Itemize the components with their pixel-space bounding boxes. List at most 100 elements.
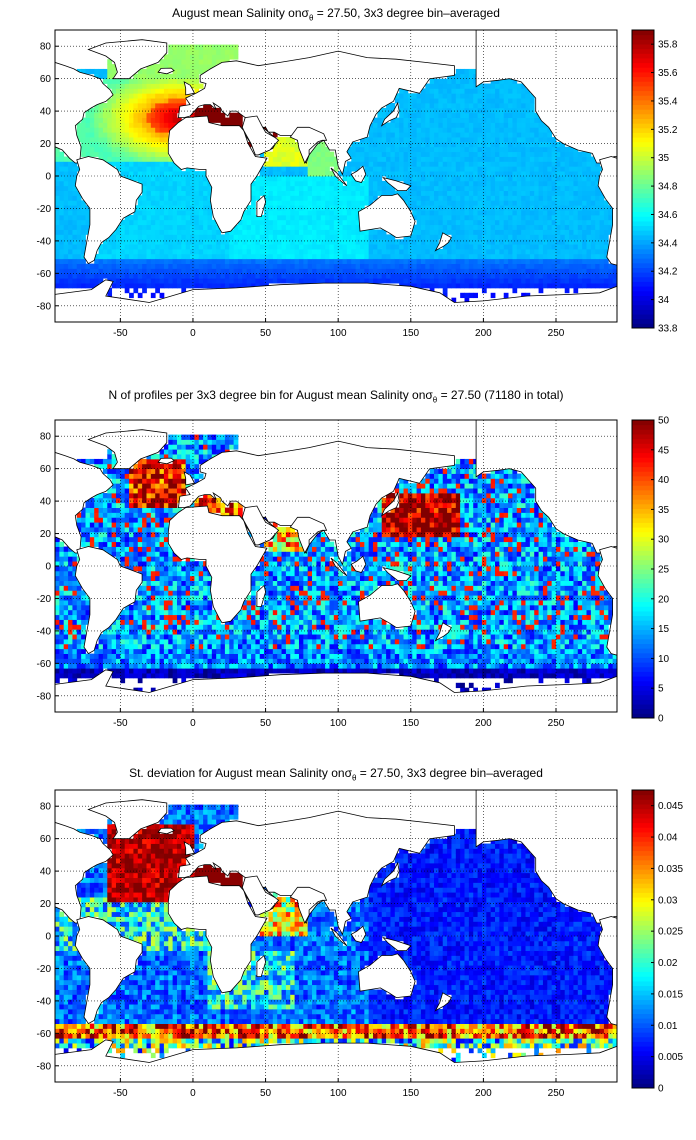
- heatmap-cell: [325, 268, 330, 274]
- heatmap-cell: [521, 278, 526, 284]
- heatmap-cell: [68, 249, 73, 255]
- heatmap-cell: [137, 219, 143, 226]
- heatmap-cell: [603, 244, 609, 250]
- heatmap-cell: [72, 595, 78, 601]
- heatmap-cell: [185, 234, 191, 240]
- heatmap-cell: [451, 122, 457, 128]
- heatmap-cell: [490, 185, 496, 191]
- heatmap-cell: [399, 141, 404, 148]
- heatmap-cell: [59, 195, 65, 201]
- heatmap-cell: [560, 166, 566, 172]
- heatmap-cell: [220, 244, 226, 250]
- heatmap-cell: [81, 137, 86, 143]
- heatmap-cell: [420, 253, 426, 260]
- heatmap-cell: [246, 283, 252, 289]
- heatmap-cell: [460, 273, 465, 279]
- heatmap-cell: [381, 185, 387, 191]
- heatmap-cell: [438, 268, 444, 274]
- heatmap-cell: [521, 224, 526, 230]
- heatmap-cell: [59, 668, 65, 674]
- heatmap-cell: [373, 117, 378, 123]
- heatmap-cell: [564, 185, 570, 191]
- heatmap-cell: [159, 117, 165, 123]
- heatmap-cell: [582, 219, 587, 226]
- heatmap-cell: [521, 219, 526, 226]
- heatmap-cell: [464, 258, 470, 264]
- heatmap-cell: [373, 151, 378, 157]
- heatmap-cell: [451, 224, 457, 230]
- heatmap-cell: [290, 268, 296, 274]
- heatmap-cell: [564, 229, 570, 235]
- heatmap-cell: [159, 146, 165, 153]
- heatmap-cell: [98, 244, 104, 250]
- heatmap-cell: [342, 244, 348, 250]
- heatmap-cell: [390, 141, 396, 148]
- heatmap-cell: [72, 653, 78, 659]
- heatmap-cell: [377, 161, 383, 167]
- heatmap-cell: [176, 88, 182, 94]
- heatmap-cell: [512, 253, 518, 260]
- heatmap-cell: [547, 190, 553, 196]
- heatmap-cell: [85, 268, 91, 274]
- heatmap-cell: [268, 214, 274, 221]
- heatmap-cell: [325, 200, 330, 206]
- heatmap-cell: [368, 229, 374, 235]
- heatmap-cell: [573, 156, 579, 162]
- heatmap-cell: [425, 127, 431, 133]
- heatmap-cell: [194, 249, 200, 255]
- heatmap-cell: [85, 263, 91, 269]
- heatmap-cell: [303, 176, 309, 182]
- heatmap-cell: [142, 502, 147, 508]
- heatmap-cell: [525, 103, 531, 109]
- heatmap-cell: [207, 185, 213, 191]
- heatmap-cell: [316, 151, 322, 157]
- heatmap-cell: [381, 258, 387, 264]
- heatmap-cell: [551, 161, 557, 167]
- title-text: N of profiles per 3x3 degree bin for Aug…: [108, 388, 426, 402]
- heatmap-cell: [556, 161, 561, 167]
- heatmap-cell: [298, 214, 304, 221]
- heatmap-cell: [102, 648, 108, 654]
- heatmap-cell: [460, 244, 465, 250]
- heatmap-cell: [503, 112, 509, 118]
- heatmap-cell: [294, 190, 300, 196]
- heatmap-cell: [159, 224, 165, 230]
- heatmap-cell: [582, 239, 587, 245]
- heatmap-cell: [155, 98, 160, 104]
- heatmap-cell: [425, 107, 431, 114]
- heatmap-cell: [298, 190, 304, 196]
- heatmap-cell: [473, 127, 478, 133]
- heatmap-cell: [133, 88, 139, 94]
- heatmap-cell: [237, 239, 243, 245]
- heatmap-cell: [81, 229, 86, 235]
- heatmap-cell: [285, 205, 291, 211]
- heatmap-cell: [416, 132, 422, 138]
- heatmap-cell: [68, 283, 73, 289]
- heatmap-cell: [55, 566, 60, 572]
- heatmap-cell: [359, 137, 365, 143]
- heatmap-cell: [142, 600, 147, 606]
- heatmap-cell: [612, 268, 617, 274]
- heatmap-cell: [255, 244, 261, 250]
- heatmap-cell: [481, 107, 487, 114]
- heatmap-cell: [603, 224, 609, 230]
- heatmap-cell: [181, 88, 187, 94]
- heatmap-cell: [560, 210, 566, 216]
- heatmap-cell: [55, 185, 60, 191]
- heatmap-cell: [556, 263, 561, 269]
- heatmap-cell: [460, 229, 465, 235]
- heatmap-cell: [124, 151, 130, 157]
- heatmap-cell: [460, 141, 465, 148]
- heatmap-cell: [55, 190, 60, 196]
- heatmap-cell: [85, 210, 91, 216]
- heatmap-cell: [150, 624, 156, 630]
- heatmap-cell: [508, 78, 513, 84]
- heatmap-cell: [394, 146, 400, 153]
- heatmap-cell: [255, 190, 261, 196]
- heatmap-cell: [455, 200, 461, 206]
- heatmap-cell: [325, 185, 330, 191]
- heatmap-cell: [346, 234, 352, 240]
- heatmap-cell: [577, 268, 583, 274]
- heatmap-cell: [495, 88, 500, 94]
- heatmap-cell: [72, 273, 78, 279]
